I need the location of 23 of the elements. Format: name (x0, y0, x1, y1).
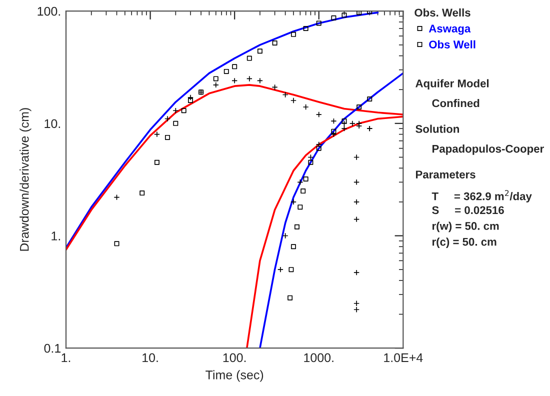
x-axis-title: Time (sec) (206, 370, 264, 382)
y-axis-title: Drawdown/derivative (cm) (20, 108, 32, 251)
x-tick-label: 100. (223, 353, 246, 362)
x-tick-label: 10. (142, 353, 158, 362)
text: Solution (416, 124, 459, 133)
text: Aquifer Model (416, 79, 489, 90)
text: Confined (432, 99, 480, 108)
text: T = 362.9 m$^{2}$/day (432, 190, 532, 202)
text: r(w) = 50. cm (432, 222, 499, 232)
y-tick-label: 0.1 (44, 344, 61, 353)
text: Papadopulos-Cooper (432, 144, 544, 155)
y-tick-label: 100. (38, 6, 60, 16)
x-tick-label: 1. (62, 353, 70, 362)
legend-title: Obs. Wells (414, 8, 470, 17)
x-tick-label: 1.0E+4 (384, 353, 423, 362)
text: r(c) = 50. cm (432, 238, 496, 248)
text: Parameters (416, 170, 476, 178)
legend-label: Aswaga (428, 24, 471, 35)
x-tick-label: 1000. (304, 353, 334, 362)
y-tick-label: 10. (44, 119, 60, 128)
y-tick-label: 1. (52, 232, 60, 240)
legend-label: Obs Well (429, 40, 476, 48)
text: S = 0.02516 (432, 206, 504, 214)
